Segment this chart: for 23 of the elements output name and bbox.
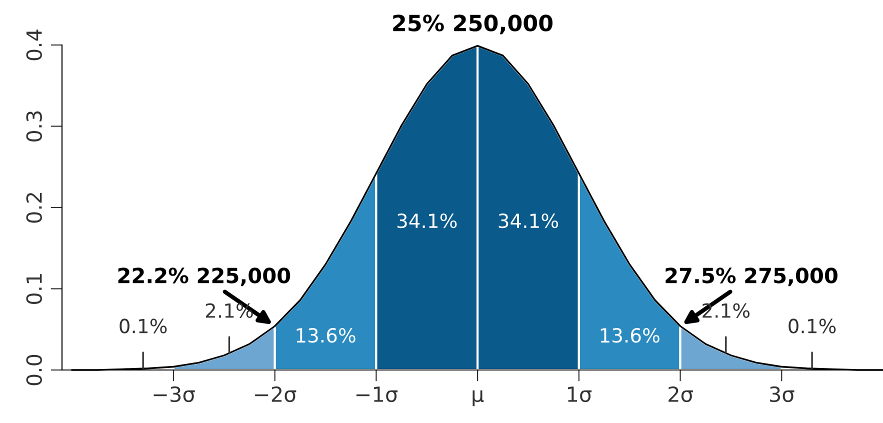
x-tick-label: 3σ [770,386,794,402]
y-tick-label: 0.3 [26,111,42,142]
series-label: 34.1% [397,213,457,228]
annotation: 0.1% [788,318,836,334]
series-label: 13.6% [600,328,660,343]
annotation: 2.1% [702,303,750,318]
x-tick-label: −2σ [255,386,296,402]
annotation: 0.1% [120,318,167,334]
x-tick-label: −3σ [154,386,195,402]
y-tick-label: 0.2 [26,193,42,223]
y-tick-label: 0.4 [26,30,42,60]
y-tick-label: 0.0 [26,354,42,386]
series-label: 13.6% [296,328,356,343]
annotation: 27.5% 275,000 [666,268,838,286]
x-tick-label: 2σ [668,386,693,402]
annotation: 2.1% [206,303,253,318]
x-tick-label: −1σ [356,386,398,402]
annotation: 22.2% 225,000 [118,268,290,286]
chart-title: 25% 250,000 [393,14,553,34]
series-label: 34.1% [498,213,558,228]
x-tick-label: μ [472,390,484,406]
y-tick-label: 0.1 [26,274,42,304]
x-tick-label: 1σ [568,386,592,402]
